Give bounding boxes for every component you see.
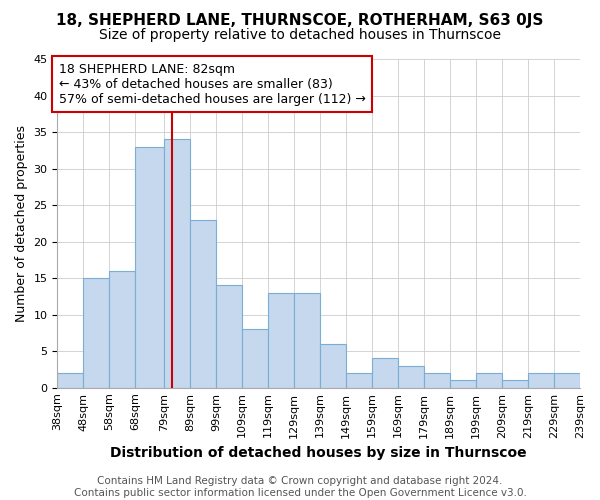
Bar [109,271,136,388]
Bar [528,373,554,388]
Bar [136,146,164,388]
Bar [398,366,424,388]
Bar [268,292,294,388]
Bar [450,380,476,388]
Y-axis label: Number of detached properties: Number of detached properties [15,125,28,322]
Bar [372,358,398,388]
Bar [476,373,502,388]
Bar [424,373,450,388]
Text: Contains HM Land Registry data © Crown copyright and database right 2024.
Contai: Contains HM Land Registry data © Crown c… [74,476,526,498]
Bar [58,373,83,388]
Bar [242,329,268,388]
Bar [502,380,528,388]
Bar [190,220,216,388]
Text: 18 SHEPHERD LANE: 82sqm
← 43% of detached houses are smaller (83)
57% of semi-de: 18 SHEPHERD LANE: 82sqm ← 43% of detache… [59,62,365,106]
Bar [294,292,320,388]
Bar [320,344,346,388]
Bar [216,286,242,388]
Bar [83,278,109,388]
Text: 18, SHEPHERD LANE, THURNSCOE, ROTHERHAM, S63 0JS: 18, SHEPHERD LANE, THURNSCOE, ROTHERHAM,… [56,12,544,28]
Bar [554,373,580,388]
X-axis label: Distribution of detached houses by size in Thurnscoe: Distribution of detached houses by size … [110,446,527,460]
Bar [164,140,190,388]
Text: Size of property relative to detached houses in Thurnscoe: Size of property relative to detached ho… [99,28,501,42]
Bar [346,373,372,388]
